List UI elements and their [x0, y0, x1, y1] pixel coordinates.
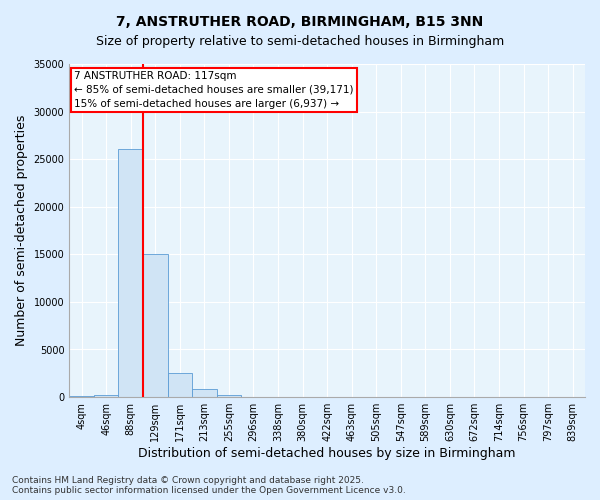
Bar [192, 390, 217, 397]
Text: 7, ANSTRUTHER ROAD, BIRMINGHAM, B15 3NN: 7, ANSTRUTHER ROAD, BIRMINGHAM, B15 3NN [116, 15, 484, 29]
Bar [69, 396, 94, 397]
Bar [167, 374, 192, 397]
Y-axis label: Number of semi-detached properties: Number of semi-detached properties [15, 115, 28, 346]
Bar [118, 148, 143, 397]
X-axis label: Distribution of semi-detached houses by size in Birmingham: Distribution of semi-detached houses by … [139, 447, 516, 460]
Text: 7 ANSTRUTHER ROAD: 117sqm
← 85% of semi-detached houses are smaller (39,171)
15%: 7 ANSTRUTHER ROAD: 117sqm ← 85% of semi-… [74, 70, 354, 108]
Bar [217, 395, 241, 397]
Text: Contains HM Land Registry data © Crown copyright and database right 2025.
Contai: Contains HM Land Registry data © Crown c… [12, 476, 406, 495]
Text: Size of property relative to semi-detached houses in Birmingham: Size of property relative to semi-detach… [96, 35, 504, 48]
Bar [94, 395, 118, 397]
Bar [143, 254, 167, 397]
